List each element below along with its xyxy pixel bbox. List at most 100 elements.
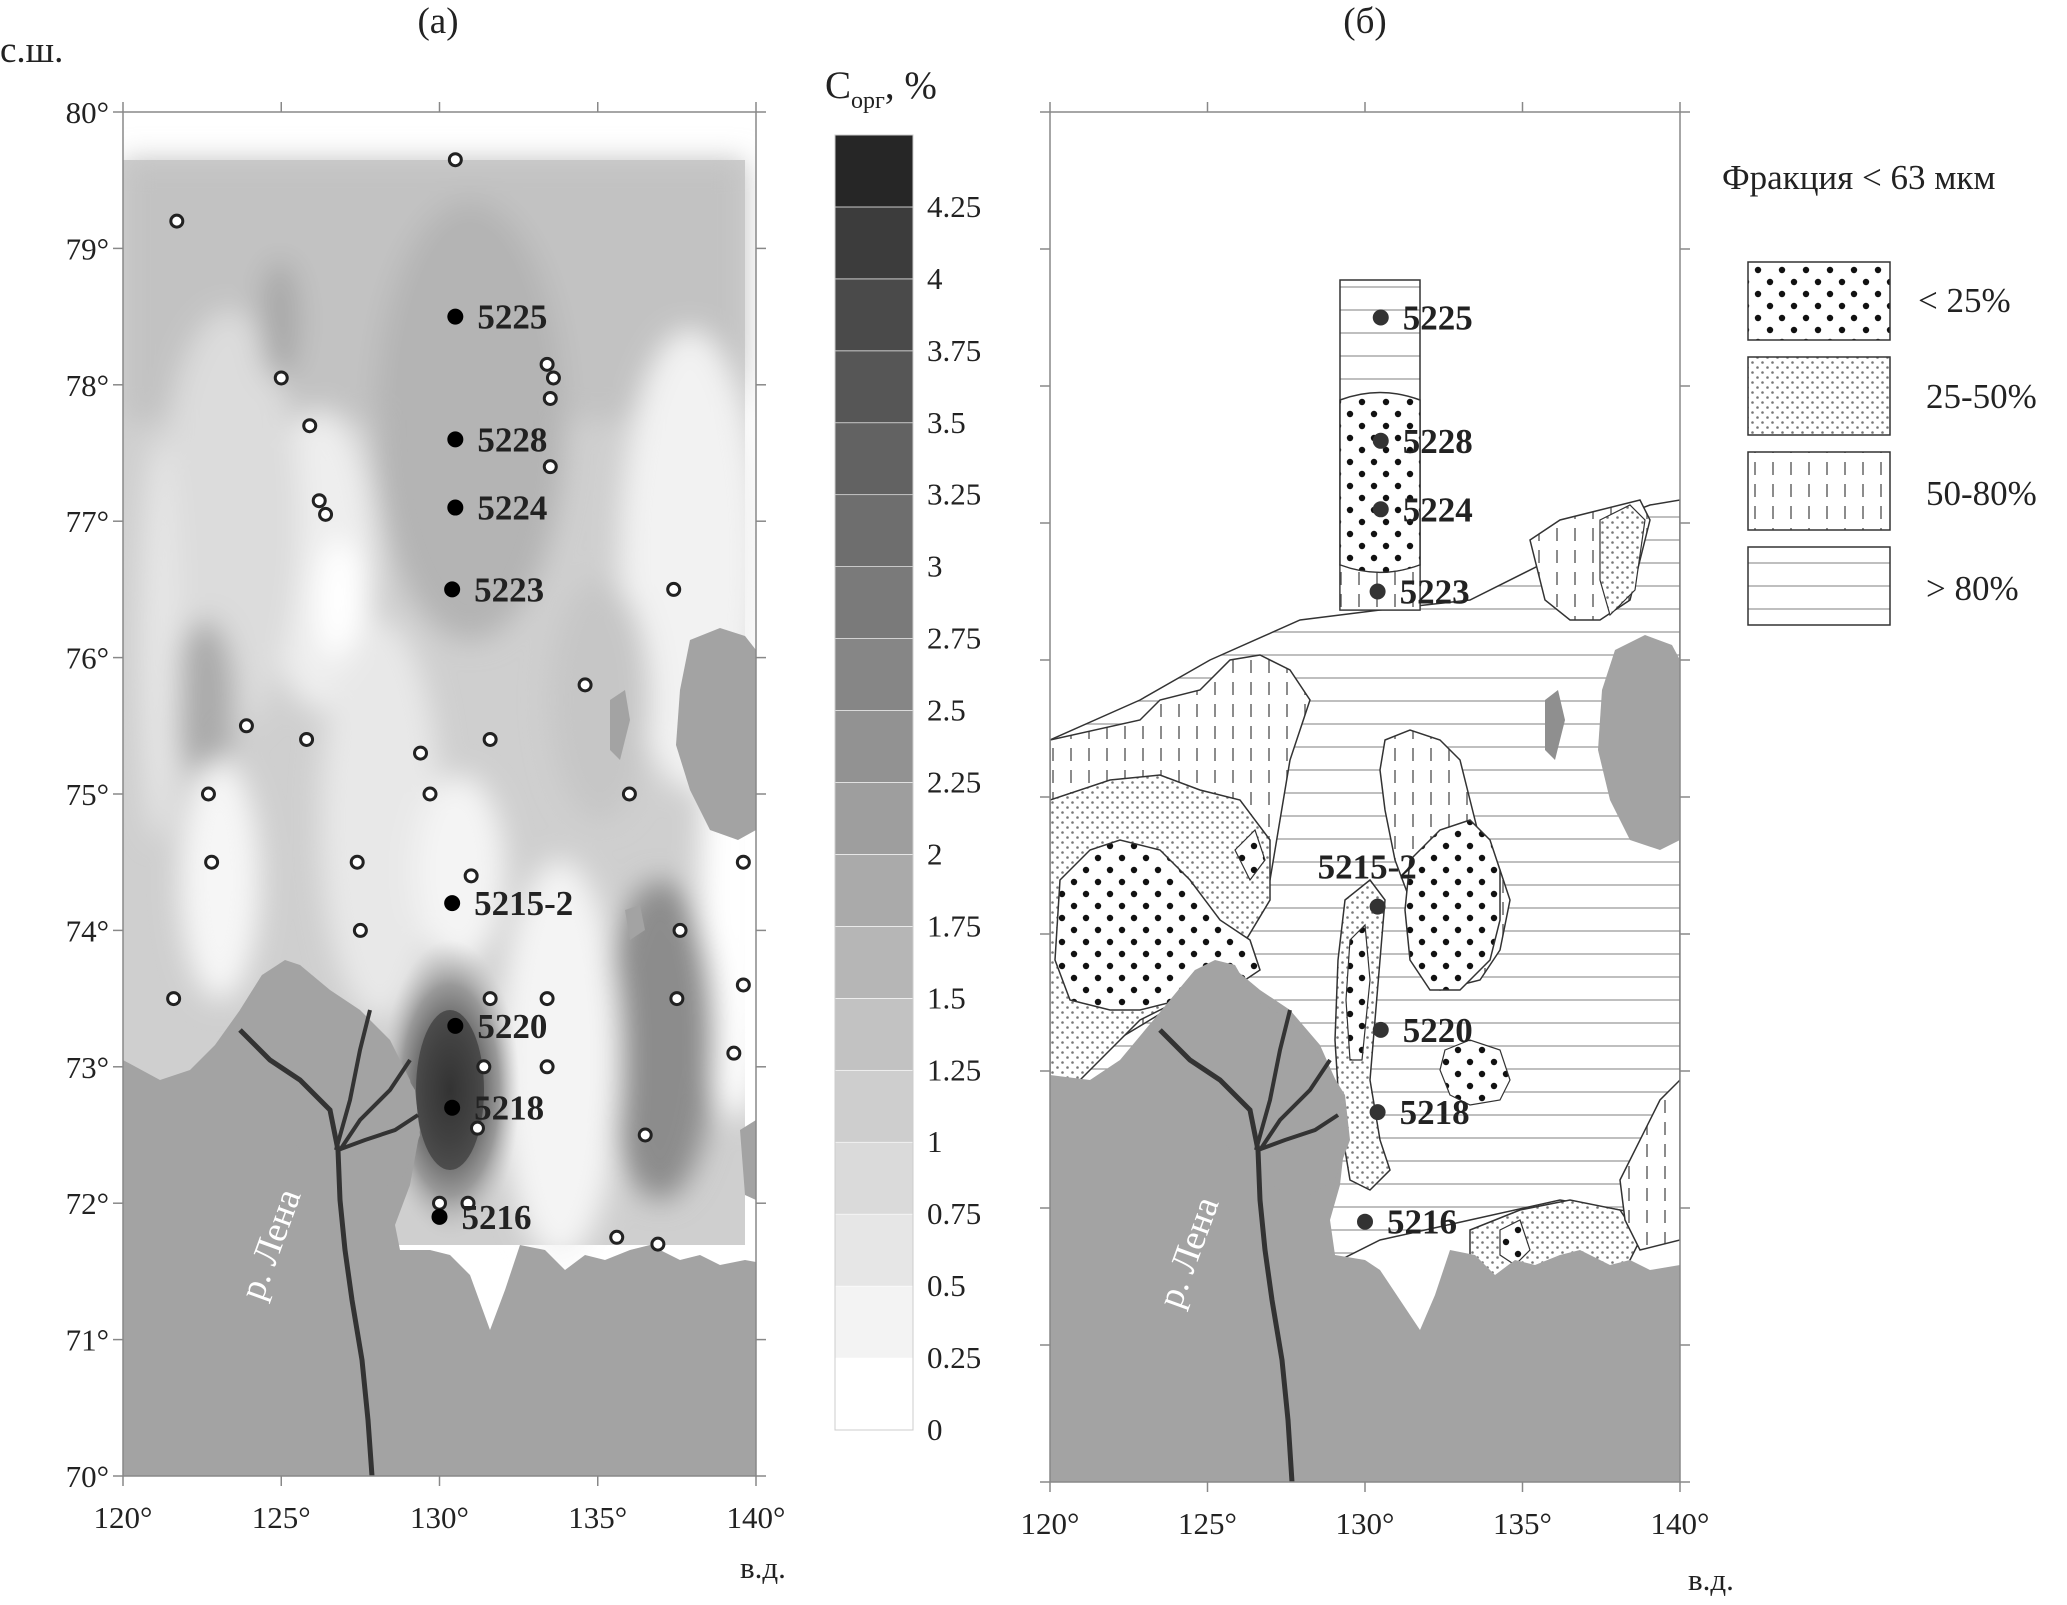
zone-east-under-25 bbox=[1404, 819, 1501, 991]
sampling-points-a bbox=[166, 152, 751, 1252]
station-label: 5216 bbox=[1387, 1203, 1457, 1242]
colorbar-cell bbox=[834, 710, 914, 783]
lon-tick-label: 125° bbox=[252, 1500, 311, 1535]
zone-south-under-25 bbox=[1499, 1219, 1531, 1266]
sampling-point bbox=[200, 786, 216, 802]
sampling-point bbox=[460, 1195, 476, 1211]
sampling-point bbox=[672, 922, 688, 938]
lat-tick-label: 74° bbox=[66, 913, 109, 948]
sampling-point bbox=[204, 854, 220, 870]
latitude-axis-title: с.ш. bbox=[0, 30, 63, 71]
sampling-point bbox=[637, 1127, 653, 1143]
colorbar-labels: 0 0.25 0.5 0.75 1 1.25 1.5 1.75 2 2.25 2.5 2.75 3 3.2… bbox=[927, 189, 981, 1447]
sampling-point bbox=[238, 718, 254, 734]
sampling-point bbox=[545, 370, 561, 386]
sampling-point bbox=[482, 731, 498, 747]
legend-swatch-25-50 bbox=[1747, 356, 1891, 436]
lat-tick-label: 76° bbox=[66, 641, 109, 676]
station-marker bbox=[447, 308, 464, 325]
station-marker bbox=[444, 895, 461, 912]
island-small-b bbox=[1545, 690, 1565, 760]
station-label: 5228 bbox=[1403, 422, 1473, 461]
longitude-axis-title-a: в.д. bbox=[740, 1550, 786, 1585]
colorbar-cell bbox=[834, 998, 914, 1071]
lat-tick-label: 80° bbox=[66, 95, 109, 130]
lon-tick-label: 140° bbox=[1651, 1506, 1710, 1541]
colorbar-level-label: 1.25 bbox=[927, 1052, 981, 1087]
station-label: 5218 bbox=[1400, 1093, 1470, 1132]
lon-tick-label: 125° bbox=[1178, 1506, 1237, 1541]
sampling-point bbox=[299, 731, 315, 747]
station-marker bbox=[1372, 309, 1389, 326]
colorbar-cell bbox=[834, 350, 914, 424]
colorbar-level-label: 2.75 bbox=[927, 621, 981, 656]
colorbar-level-label: 4.25 bbox=[927, 189, 981, 224]
legend-label-25-50: 25-50% bbox=[1926, 377, 2037, 416]
corg-contour-field bbox=[123, 112, 756, 1476]
colorbar-level-label: 3.25 bbox=[927, 477, 981, 512]
sampling-point bbox=[349, 854, 365, 870]
lon-tick-label: 120° bbox=[1021, 1506, 1080, 1541]
station-label: 5225 bbox=[477, 298, 547, 337]
tick-marks-b: 120° 125° 130° 135° 140° bbox=[1021, 102, 1710, 1541]
station-marker bbox=[447, 499, 464, 516]
sampling-point bbox=[302, 418, 318, 434]
station-label: 5225 bbox=[1403, 299, 1473, 338]
lena-river-b bbox=[1158, 1028, 1295, 1482]
stations-b: 5225 5228 5224 5223 5215-2 5220 5218 5216 bbox=[1318, 299, 1473, 1242]
land-lena-delta-a bbox=[240, 960, 420, 1190]
sampling-point bbox=[621, 786, 637, 802]
colorbar-level-label: 0 bbox=[927, 1412, 943, 1447]
station-marker bbox=[444, 1099, 461, 1116]
station-marker bbox=[444, 581, 461, 598]
panel-a-label: (а) bbox=[417, 1, 458, 42]
sampling-point bbox=[539, 356, 555, 372]
lena-river-a bbox=[238, 1028, 375, 1476]
sampling-point bbox=[539, 991, 555, 1007]
panel-b: (б) bbox=[1021, 1, 1734, 1597]
colorbar-cell bbox=[834, 206, 914, 280]
island-new-siberian-b bbox=[1598, 635, 1680, 850]
colorbar-cell bbox=[834, 494, 914, 567]
sampling-point bbox=[735, 854, 751, 870]
lon-tick-label: 130° bbox=[1336, 1506, 1395, 1541]
colorbar-cell bbox=[834, 278, 914, 352]
sampling-point bbox=[463, 868, 479, 884]
colorbar-level-label: 4 bbox=[927, 261, 943, 296]
island-new-siberian-a bbox=[676, 628, 756, 840]
colorbar-cell bbox=[834, 926, 914, 999]
lat-tick-label: 70° bbox=[66, 1459, 109, 1494]
sampling-point bbox=[352, 922, 368, 938]
colorbar-frame bbox=[834, 134, 914, 1431]
sampling-point bbox=[669, 991, 685, 1007]
sampling-point bbox=[413, 745, 429, 761]
sampling-point bbox=[726, 1045, 742, 1061]
stations-a: 5225 5228 5224 5223 5215-2 5220 5218 5216 bbox=[431, 298, 573, 1237]
lena-river-branch-a bbox=[334, 1009, 420, 1152]
sampling-point bbox=[169, 213, 185, 229]
station-marker bbox=[1372, 501, 1389, 518]
station-label: 5218 bbox=[474, 1089, 544, 1128]
colorbar-cell bbox=[834, 1357, 914, 1431]
lat-tick-label: 75° bbox=[66, 777, 109, 812]
station-label: 5220 bbox=[477, 1007, 547, 1046]
colorbar-title-sub: орг bbox=[851, 88, 885, 114]
colorbar-cell bbox=[834, 1285, 914, 1359]
longitude-axis-title-b: в.д. bbox=[1688, 1562, 1734, 1597]
sampling-point bbox=[469, 1120, 485, 1136]
lon-tick-label: 135° bbox=[1493, 1506, 1552, 1541]
lon-tick-label: 140° bbox=[727, 1500, 786, 1535]
lat-tick-label: 79° bbox=[66, 231, 109, 266]
legend-label-over-80: > 80% bbox=[1926, 569, 2019, 608]
sampling-point bbox=[432, 1195, 447, 1211]
colorbar-cell bbox=[834, 782, 914, 855]
colorbar-title-unit: , % bbox=[885, 64, 937, 107]
zone-south-50-80 bbox=[1619, 1078, 1680, 1251]
zone-east-25-50 bbox=[1599, 504, 1646, 617]
colorbar-level-label: 1 bbox=[927, 1124, 943, 1159]
sampling-point bbox=[482, 991, 498, 1007]
station-marker bbox=[1369, 583, 1386, 600]
lat-tick-label: 73° bbox=[66, 1050, 109, 1085]
colorbar-title-main: С bbox=[825, 64, 851, 107]
station-label: 5224 bbox=[1403, 490, 1473, 529]
